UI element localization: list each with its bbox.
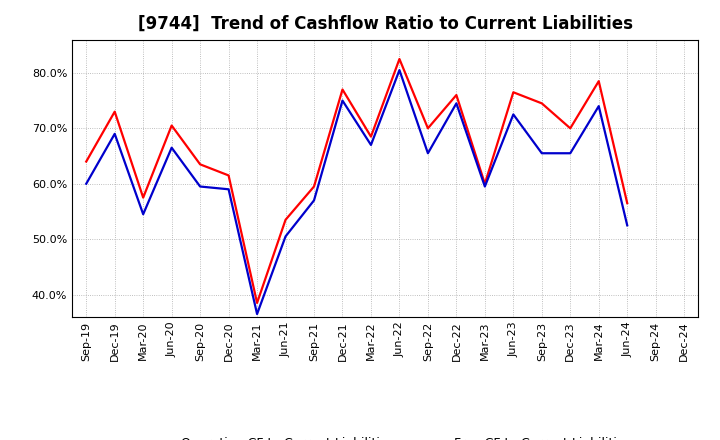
Free CF to Current Liabilities <box>338 98 347 103</box>
Free CF to Current Liabilities <box>167 145 176 150</box>
Operating CF to Current Liabilities <box>423 126 432 131</box>
Legend: Operating CF to Current Liabilities, Free CF to Current Liabilities: Operating CF to Current Liabilities, Fre… <box>135 432 636 440</box>
Line: Free CF to Current Liabilities: Free CF to Current Liabilities <box>86 70 627 314</box>
Operating CF to Current Liabilities <box>167 123 176 128</box>
Line: Operating CF to Current Liabilities: Operating CF to Current Liabilities <box>86 59 627 303</box>
Operating CF to Current Liabilities <box>110 109 119 114</box>
Free CF to Current Liabilities <box>282 234 290 239</box>
Free CF to Current Liabilities <box>537 150 546 156</box>
Operating CF to Current Liabilities <box>282 217 290 222</box>
Free CF to Current Liabilities <box>139 212 148 217</box>
Operating CF to Current Liabilities <box>225 173 233 178</box>
Free CF to Current Liabilities <box>253 312 261 317</box>
Free CF to Current Liabilities <box>225 187 233 192</box>
Operating CF to Current Liabilities <box>338 87 347 92</box>
Title: [9744]  Trend of Cashflow Ratio to Current Liabilities: [9744] Trend of Cashflow Ratio to Curren… <box>138 15 633 33</box>
Free CF to Current Liabilities <box>196 184 204 189</box>
Free CF to Current Liabilities <box>566 150 575 156</box>
Operating CF to Current Liabilities <box>395 56 404 62</box>
Operating CF to Current Liabilities <box>480 181 489 187</box>
Free CF to Current Liabilities <box>509 112 518 117</box>
Operating CF to Current Liabilities <box>509 90 518 95</box>
Free CF to Current Liabilities <box>423 150 432 156</box>
Free CF to Current Liabilities <box>395 67 404 73</box>
Operating CF to Current Liabilities <box>452 92 461 98</box>
Operating CF to Current Liabilities <box>139 195 148 200</box>
Free CF to Current Liabilities <box>452 101 461 106</box>
Free CF to Current Liabilities <box>82 181 91 187</box>
Free CF to Current Liabilities <box>623 223 631 228</box>
Operating CF to Current Liabilities <box>623 201 631 206</box>
Operating CF to Current Liabilities <box>196 161 204 167</box>
Free CF to Current Liabilities <box>110 131 119 136</box>
Operating CF to Current Liabilities <box>253 300 261 305</box>
Operating CF to Current Liabilities <box>566 126 575 131</box>
Operating CF to Current Liabilities <box>537 101 546 106</box>
Free CF to Current Liabilities <box>366 142 375 147</box>
Operating CF to Current Liabilities <box>310 184 318 189</box>
Free CF to Current Liabilities <box>595 103 603 109</box>
Free CF to Current Liabilities <box>310 198 318 203</box>
Operating CF to Current Liabilities <box>366 134 375 139</box>
Operating CF to Current Liabilities <box>595 78 603 84</box>
Operating CF to Current Liabilities <box>82 159 91 164</box>
Free CF to Current Liabilities <box>480 184 489 189</box>
